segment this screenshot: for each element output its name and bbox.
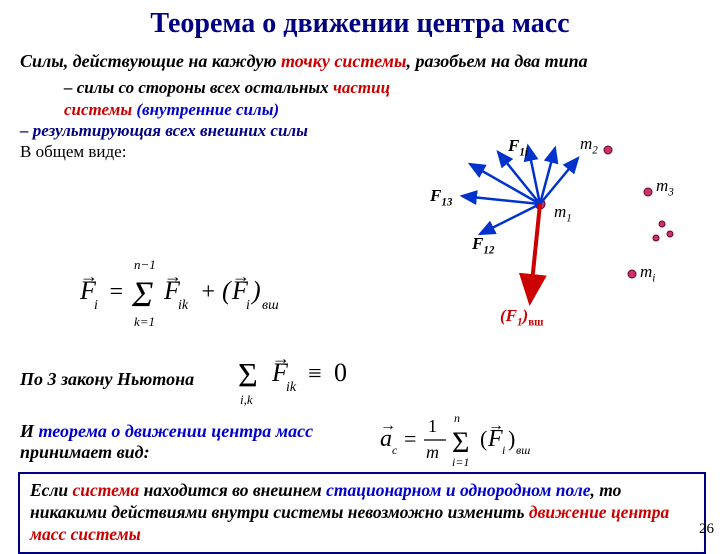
- intro-red: точку системы: [281, 51, 406, 71]
- svg-text:→: →: [272, 348, 290, 368]
- newton-text: По 3 закону Ньютона: [20, 369, 194, 390]
- page-title: Теорема о движении центра масс: [0, 8, 720, 40]
- general-form: В общем виде:: [20, 142, 126, 161]
- label-f1i: F1i: [508, 136, 528, 158]
- svg-text:i: i: [246, 298, 250, 313]
- formula-main: F → i = Σ n−1 k=1 F → ik + ( F → i ) вш: [80, 254, 360, 341]
- svg-text:≡: ≡: [308, 361, 322, 387]
- boxed-theorem: Если система находится во внешнем стацио…: [18, 472, 706, 554]
- cm-post: принимает вид:: [20, 442, 150, 462]
- svg-text:→: →: [380, 417, 396, 434]
- svg-text:вш: вш: [516, 443, 530, 457]
- force-diagram: F1i F13 F12 (F1)вш m1 m2 m3 mi: [400, 134, 710, 344]
- svg-text:Σ: Σ: [131, 274, 153, 314]
- external-general: – результирующая всех внешних силы В общ…: [20, 120, 380, 163]
- svg-text:n−1: n−1: [134, 257, 156, 272]
- svg-text:): ): [250, 276, 261, 305]
- cm-text: И теорема о движении центра масс принима…: [20, 421, 350, 463]
- svg-text:=: =: [108, 279, 124, 305]
- intro-paragraph: Силы, действующие на каждую точку систем…: [20, 50, 700, 73]
- svg-text:): ): [508, 426, 515, 451]
- label-m1: m1: [554, 202, 572, 224]
- svg-text:i=1: i=1: [452, 455, 469, 469]
- svg-text:(: (: [222, 276, 232, 305]
- formula-cm: a → c = 1 m Σ n i=1 ( F → i ) вш: [380, 408, 600, 475]
- svg-text:1: 1: [428, 416, 437, 436]
- internal-blue: (внутренние силы): [132, 100, 279, 119]
- intro-pre: Силы, действующие на каждую: [20, 51, 281, 71]
- page-number: 26: [699, 521, 714, 538]
- svg-text:→: →: [80, 266, 98, 286]
- label-m2: m2: [580, 134, 598, 156]
- svg-text:i: i: [94, 298, 98, 313]
- box-blue: стационарном и однородном поле: [326, 480, 590, 500]
- external-navy: – результирующая всех внешних силы: [20, 121, 308, 140]
- internal-forces-line: – силы со стороны всех остальных частиц …: [64, 77, 394, 120]
- intro-post: , разобьем на два типа: [406, 51, 587, 71]
- svg-text:→: →: [164, 266, 182, 286]
- box-2: находится во внешнем: [139, 480, 326, 500]
- svg-text:ik: ik: [286, 380, 297, 395]
- label-mi: mi: [640, 262, 655, 284]
- svg-text:вш: вш: [262, 298, 279, 313]
- cm-row: И теорема о движении центра масс принима…: [20, 408, 600, 475]
- formula-newton: Σ i,k F → ik ≡ 0: [234, 346, 374, 413]
- box-red1: система: [73, 480, 140, 500]
- svg-text:ik: ik: [178, 298, 189, 313]
- svg-text:+: +: [200, 279, 216, 305]
- cm-pre: И: [20, 421, 39, 441]
- svg-text:n: n: [454, 411, 460, 425]
- newton-row: По 3 закону Ньютона Σ i,k F → ik ≡ 0: [20, 346, 374, 413]
- svg-text:(: (: [480, 426, 487, 451]
- label-f12: F12: [472, 234, 494, 256]
- svg-text:=: =: [404, 426, 416, 451]
- svg-text:Σ: Σ: [238, 357, 258, 394]
- svg-text:i: i: [502, 443, 505, 457]
- label-f1ext: (F1)вш: [500, 306, 544, 328]
- svg-text:→: →: [232, 266, 250, 286]
- svg-text:i,k: i,k: [240, 392, 253, 407]
- svg-text:0: 0: [334, 358, 347, 387]
- svg-text:k=1: k=1: [134, 314, 155, 329]
- box-1: Если: [30, 480, 73, 500]
- svg-text:m: m: [426, 442, 439, 462]
- label-m3: m3: [656, 176, 674, 198]
- internal-pre: – силы со стороны всех остальных: [64, 78, 333, 97]
- svg-text:c: c: [392, 443, 398, 457]
- svg-text:→: →: [488, 417, 504, 434]
- label-f13: F13: [430, 186, 452, 208]
- cm-blue: теорема о движении центра масс: [39, 421, 314, 441]
